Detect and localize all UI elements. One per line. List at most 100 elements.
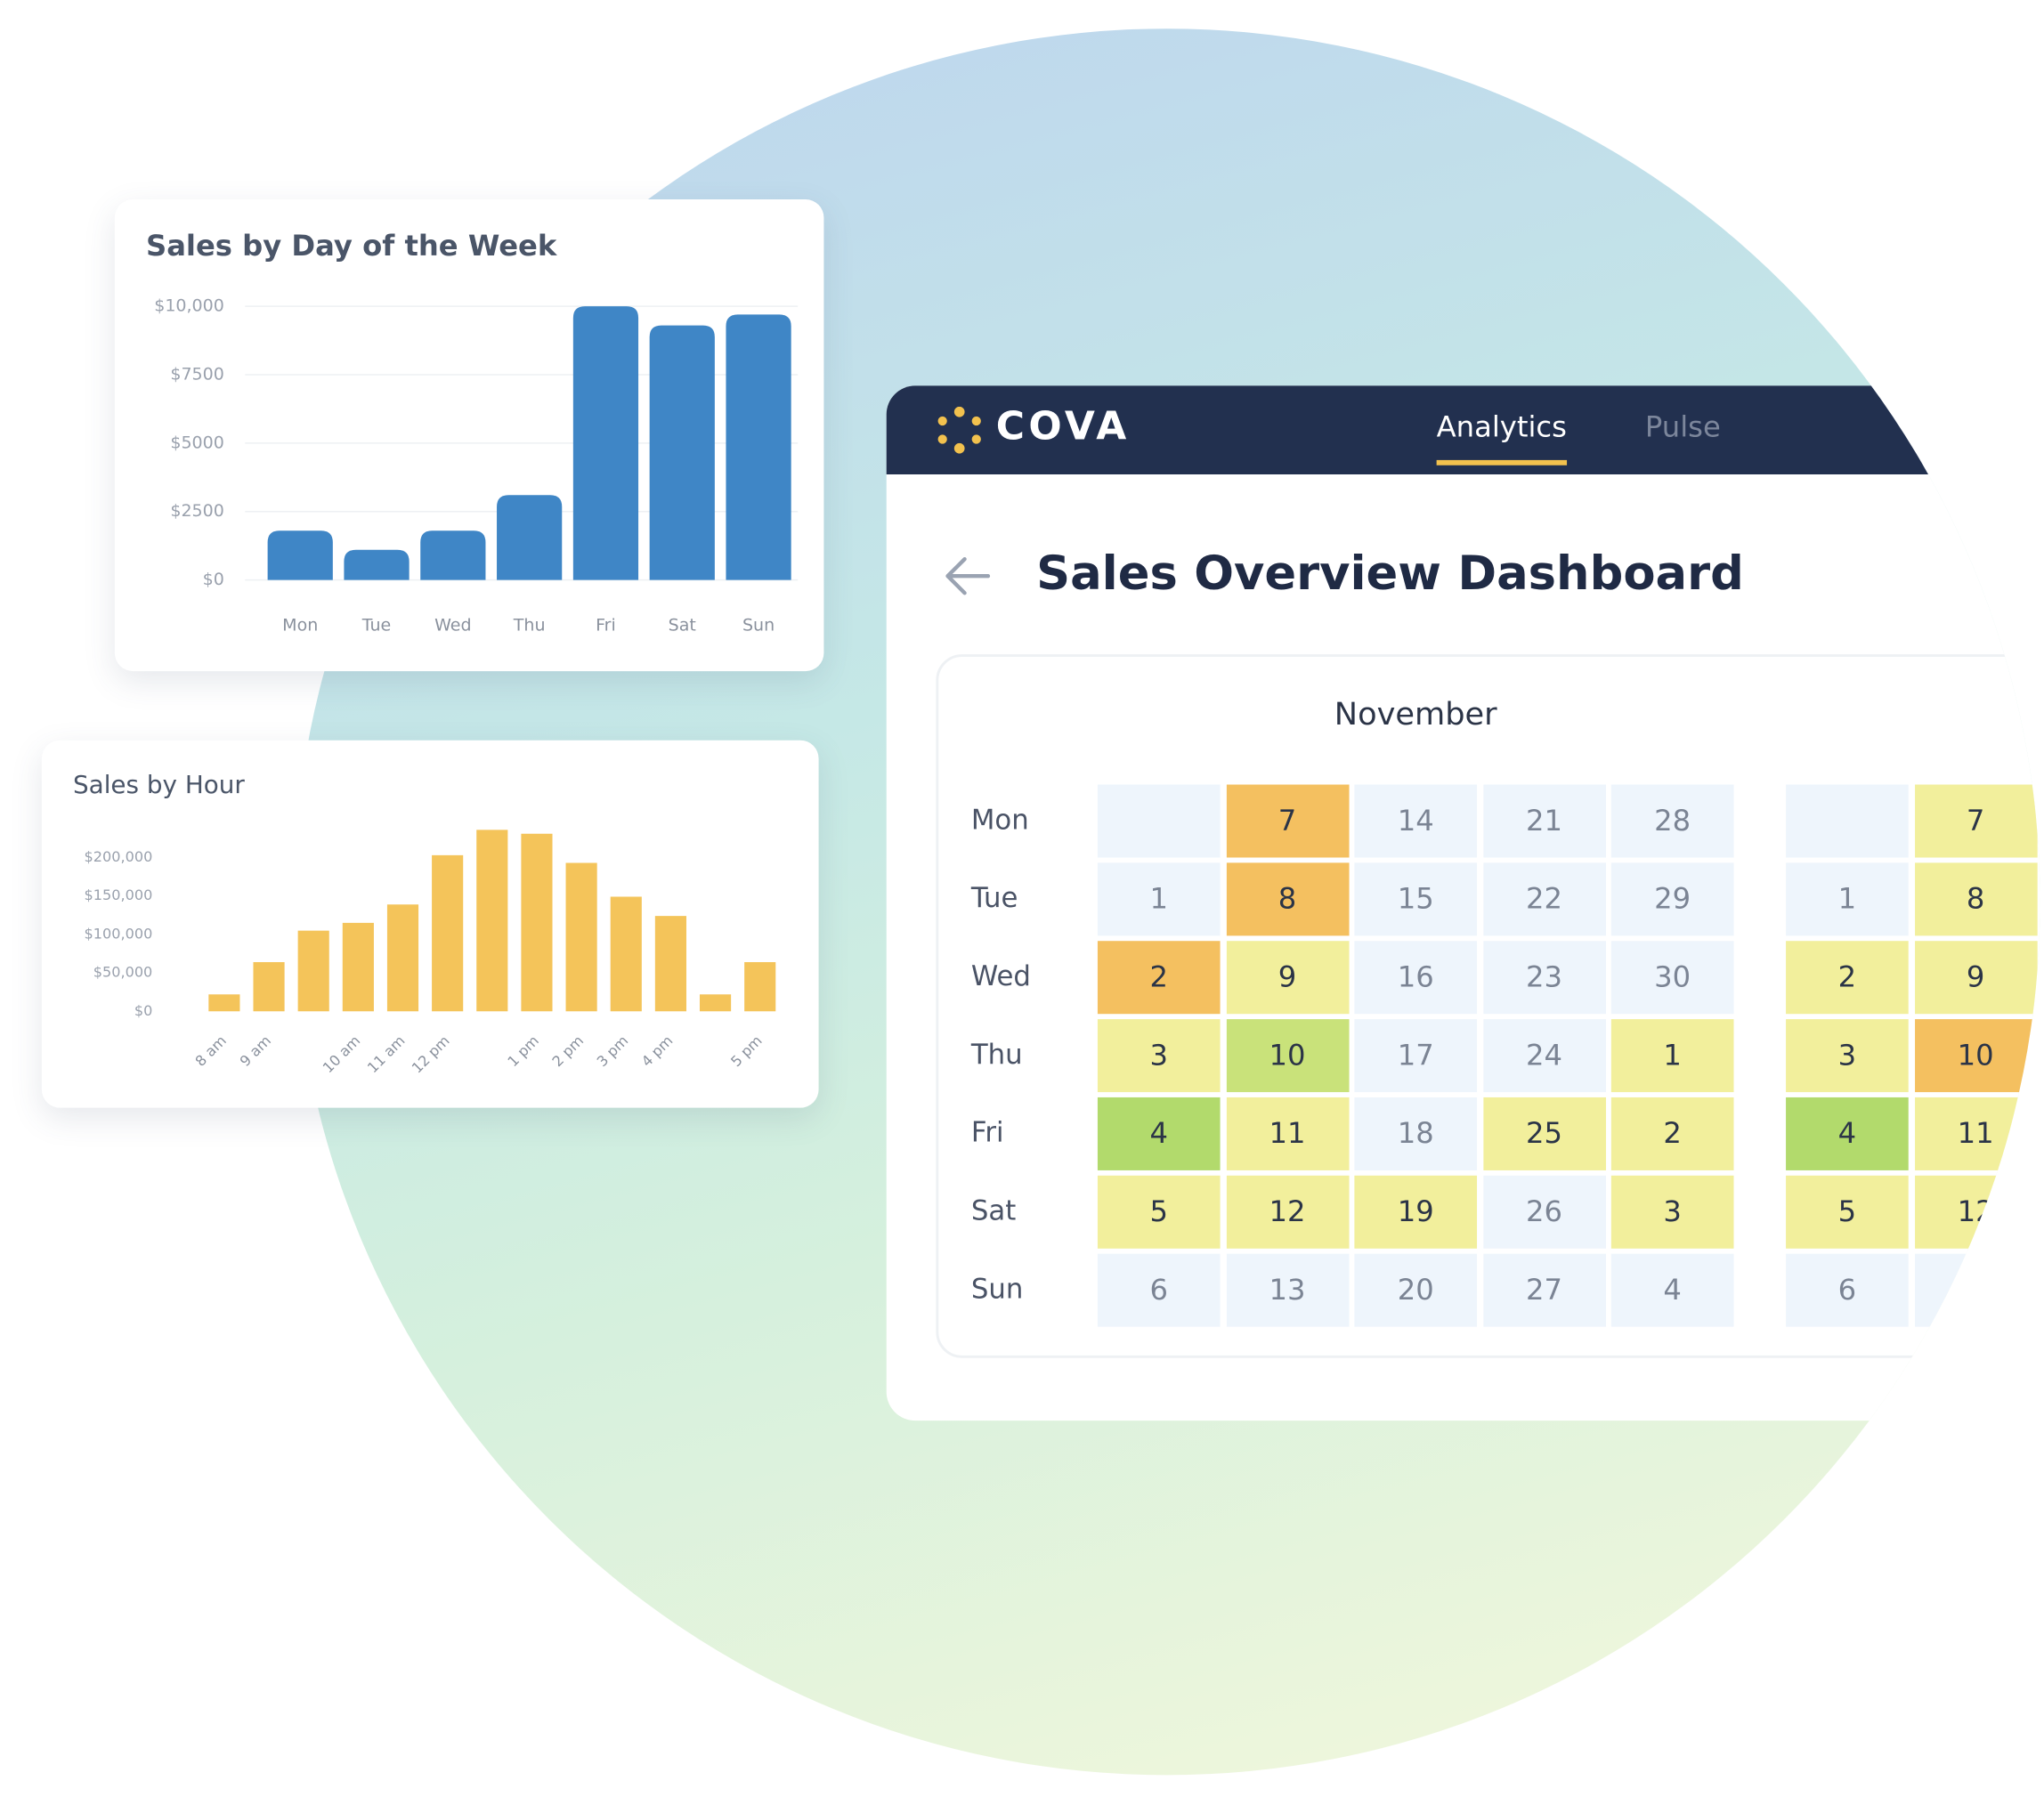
calendar-cell[interactable]: 29 [1610, 862, 1734, 936]
bar [476, 830, 508, 1012]
calendar-cell[interactable]: 16 [1354, 941, 1478, 1015]
calendar-cell[interactable]: 15 [1354, 862, 1478, 936]
bar [267, 530, 333, 580]
calendar-cell[interactable]: 7 [1914, 784, 2037, 858]
calendar-cell[interactable]: 8 [1226, 862, 1349, 936]
calendar-cell[interactable]: 1 [1786, 862, 1909, 936]
calendar-cell[interactable]: 3 [1786, 1019, 1909, 1093]
calendar-cell[interactable]: 25 [1482, 1097, 1606, 1170]
x-tick-label: 5 pm [727, 1032, 766, 1071]
calendar-cell[interactable]: 18 [1354, 1097, 1478, 1170]
y-tick-label: $150,000 [85, 886, 153, 903]
calendar-cell[interactable]: 4 [1097, 1097, 1221, 1170]
bar [744, 961, 776, 1012]
bar [342, 922, 374, 1012]
bar [726, 314, 791, 580]
x-tick-label: 9 am [237, 1032, 274, 1070]
x-tick-label: 12 pm [409, 1032, 453, 1077]
calendar-cell[interactable]: 6 [1786, 1253, 1909, 1327]
calendar-cell[interactable]: 11 [1914, 1097, 2037, 1170]
calendar-cell[interactable]: 1 [1610, 1019, 1734, 1093]
calendar-cell[interactable]: 3 [1097, 1019, 1221, 1093]
calendar-cell[interactable] [1914, 1253, 2037, 1327]
calendar-cell[interactable] [1097, 784, 1221, 858]
calendar-cell[interactable] [1786, 784, 1909, 858]
calendar-cell[interactable]: 19 [1354, 1175, 1478, 1249]
x-tick-label: Fri [596, 615, 616, 635]
x-tick-label: 11 am [364, 1032, 409, 1077]
calendar-cell[interactable]: 6 [1097, 1253, 1221, 1327]
calendar-cell[interactable]: 12 [1914, 1175, 2037, 1249]
logo-icon [937, 406, 981, 454]
bar [432, 854, 464, 1012]
calendar-cell[interactable]: 9 [1914, 941, 2037, 1015]
calendar-cell[interactable]: 27 [1482, 1253, 1606, 1327]
nav-bar: COVA Analytics Pulse [886, 385, 2040, 475]
calendar-cell[interactable]: 2 [1786, 941, 1909, 1015]
nav-tab[interactable]: Pulse [1644, 411, 1721, 445]
bar [497, 495, 563, 580]
calendar-cell[interactable]: 12 [1226, 1175, 1349, 1249]
calendar-cell[interactable]: 11 [1226, 1097, 1349, 1170]
nav-tab[interactable]: Analytics [1436, 412, 1567, 465]
y-tick-label: $10,000 [154, 296, 224, 316]
calendar-cell[interactable]: 4 [1786, 1097, 1909, 1170]
x-tick-label: 4 pm [638, 1032, 677, 1071]
calendar-cell[interactable]: 22 [1482, 862, 1606, 936]
back-arrow[interactable] [941, 553, 994, 600]
chart-title: Sales by Hour [73, 770, 245, 799]
calendar-cell[interactable]: 28 [1610, 784, 1734, 858]
page-title: Sales Overview Dashboard [1036, 547, 1744, 602]
x-tick-label: Sun [742, 615, 775, 635]
x-tick-label: Sat [669, 615, 696, 635]
y-tick-label: $2500 [170, 501, 224, 521]
chart-card: Sales by Day of the Week $0 $2500 $5000 $75… [114, 199, 824, 672]
month-label: November [1334, 695, 1497, 733]
chart-card: Sales by Hour $0 $50,000 $100,000 $150,000 $… [41, 740, 819, 1108]
weekday-label: Tue [970, 882, 1018, 914]
calendar-cell[interactable]: 3 [1610, 1175, 1734, 1249]
y-tick-label: $5000 [170, 433, 224, 452]
calendar-cell[interactable]: 10 [1914, 1019, 2037, 1093]
y-tick-label: $7500 [170, 364, 224, 384]
x-tick-label: 3 pm [594, 1032, 632, 1071]
bar [521, 833, 553, 1012]
y-tick-label: $200,000 [85, 848, 153, 865]
weekday-label: Thu [970, 1039, 1023, 1071]
weekday-label: Sat [970, 1194, 1017, 1226]
calendar-cell[interactable]: 9 [1226, 941, 1349, 1015]
calendar-cell[interactable]: 5 [1786, 1175, 1909, 1249]
calendar-cell[interactable]: 14 [1354, 784, 1478, 858]
calendar-cell[interactable]: 23 [1482, 941, 1606, 1015]
x-tick-label: 10 am [320, 1032, 364, 1077]
bar [297, 930, 329, 1012]
weekday-label: Fri [970, 1116, 1004, 1149]
calendar-cell[interactable]: 24 [1482, 1019, 1606, 1093]
calendar-cell[interactable]: 2 [1097, 941, 1221, 1015]
y-tick-label: $50,000 [93, 964, 153, 981]
calendar-cell[interactable]: 8 [1914, 862, 2037, 936]
x-tick-label: 1 pm [504, 1032, 542, 1071]
chart-title: Sales by Day of the Week [146, 229, 558, 263]
calendar-cell[interactable]: 10 [1226, 1019, 1349, 1093]
weekday-label: Sun [970, 1273, 1024, 1305]
calendar-cell[interactable]: 13 [1226, 1253, 1349, 1327]
calendar-cell[interactable]: 21 [1482, 784, 1606, 858]
calendar-cell[interactable]: 17 [1354, 1019, 1478, 1093]
bar [565, 862, 597, 1012]
calendar-cell[interactable]: 7 [1226, 784, 1349, 858]
calendar-cell[interactable]: 4 [1610, 1253, 1734, 1327]
calendar-cell[interactable]: 1 [1097, 862, 1221, 936]
calendar-cell[interactable]: 26 [1482, 1175, 1606, 1249]
calendar-cell[interactable]: 5 [1097, 1175, 1221, 1249]
x-tick-label: Tue [361, 615, 391, 635]
chart: Sales by Day of the Week $0 $2500 $5000 $75… [146, 229, 799, 635]
bar [344, 549, 410, 580]
bar [253, 961, 285, 1012]
calendar-cell[interactable]: 30 [1610, 941, 1734, 1015]
calendar-cell[interactable]: 2 [1610, 1097, 1734, 1170]
calendar: November Mon Tue Wed Thu Fri Sat Sun 7 14 21 28 1 8 1… [936, 654, 2040, 1358]
calendar-cell[interactable]: 20 [1354, 1253, 1478, 1327]
